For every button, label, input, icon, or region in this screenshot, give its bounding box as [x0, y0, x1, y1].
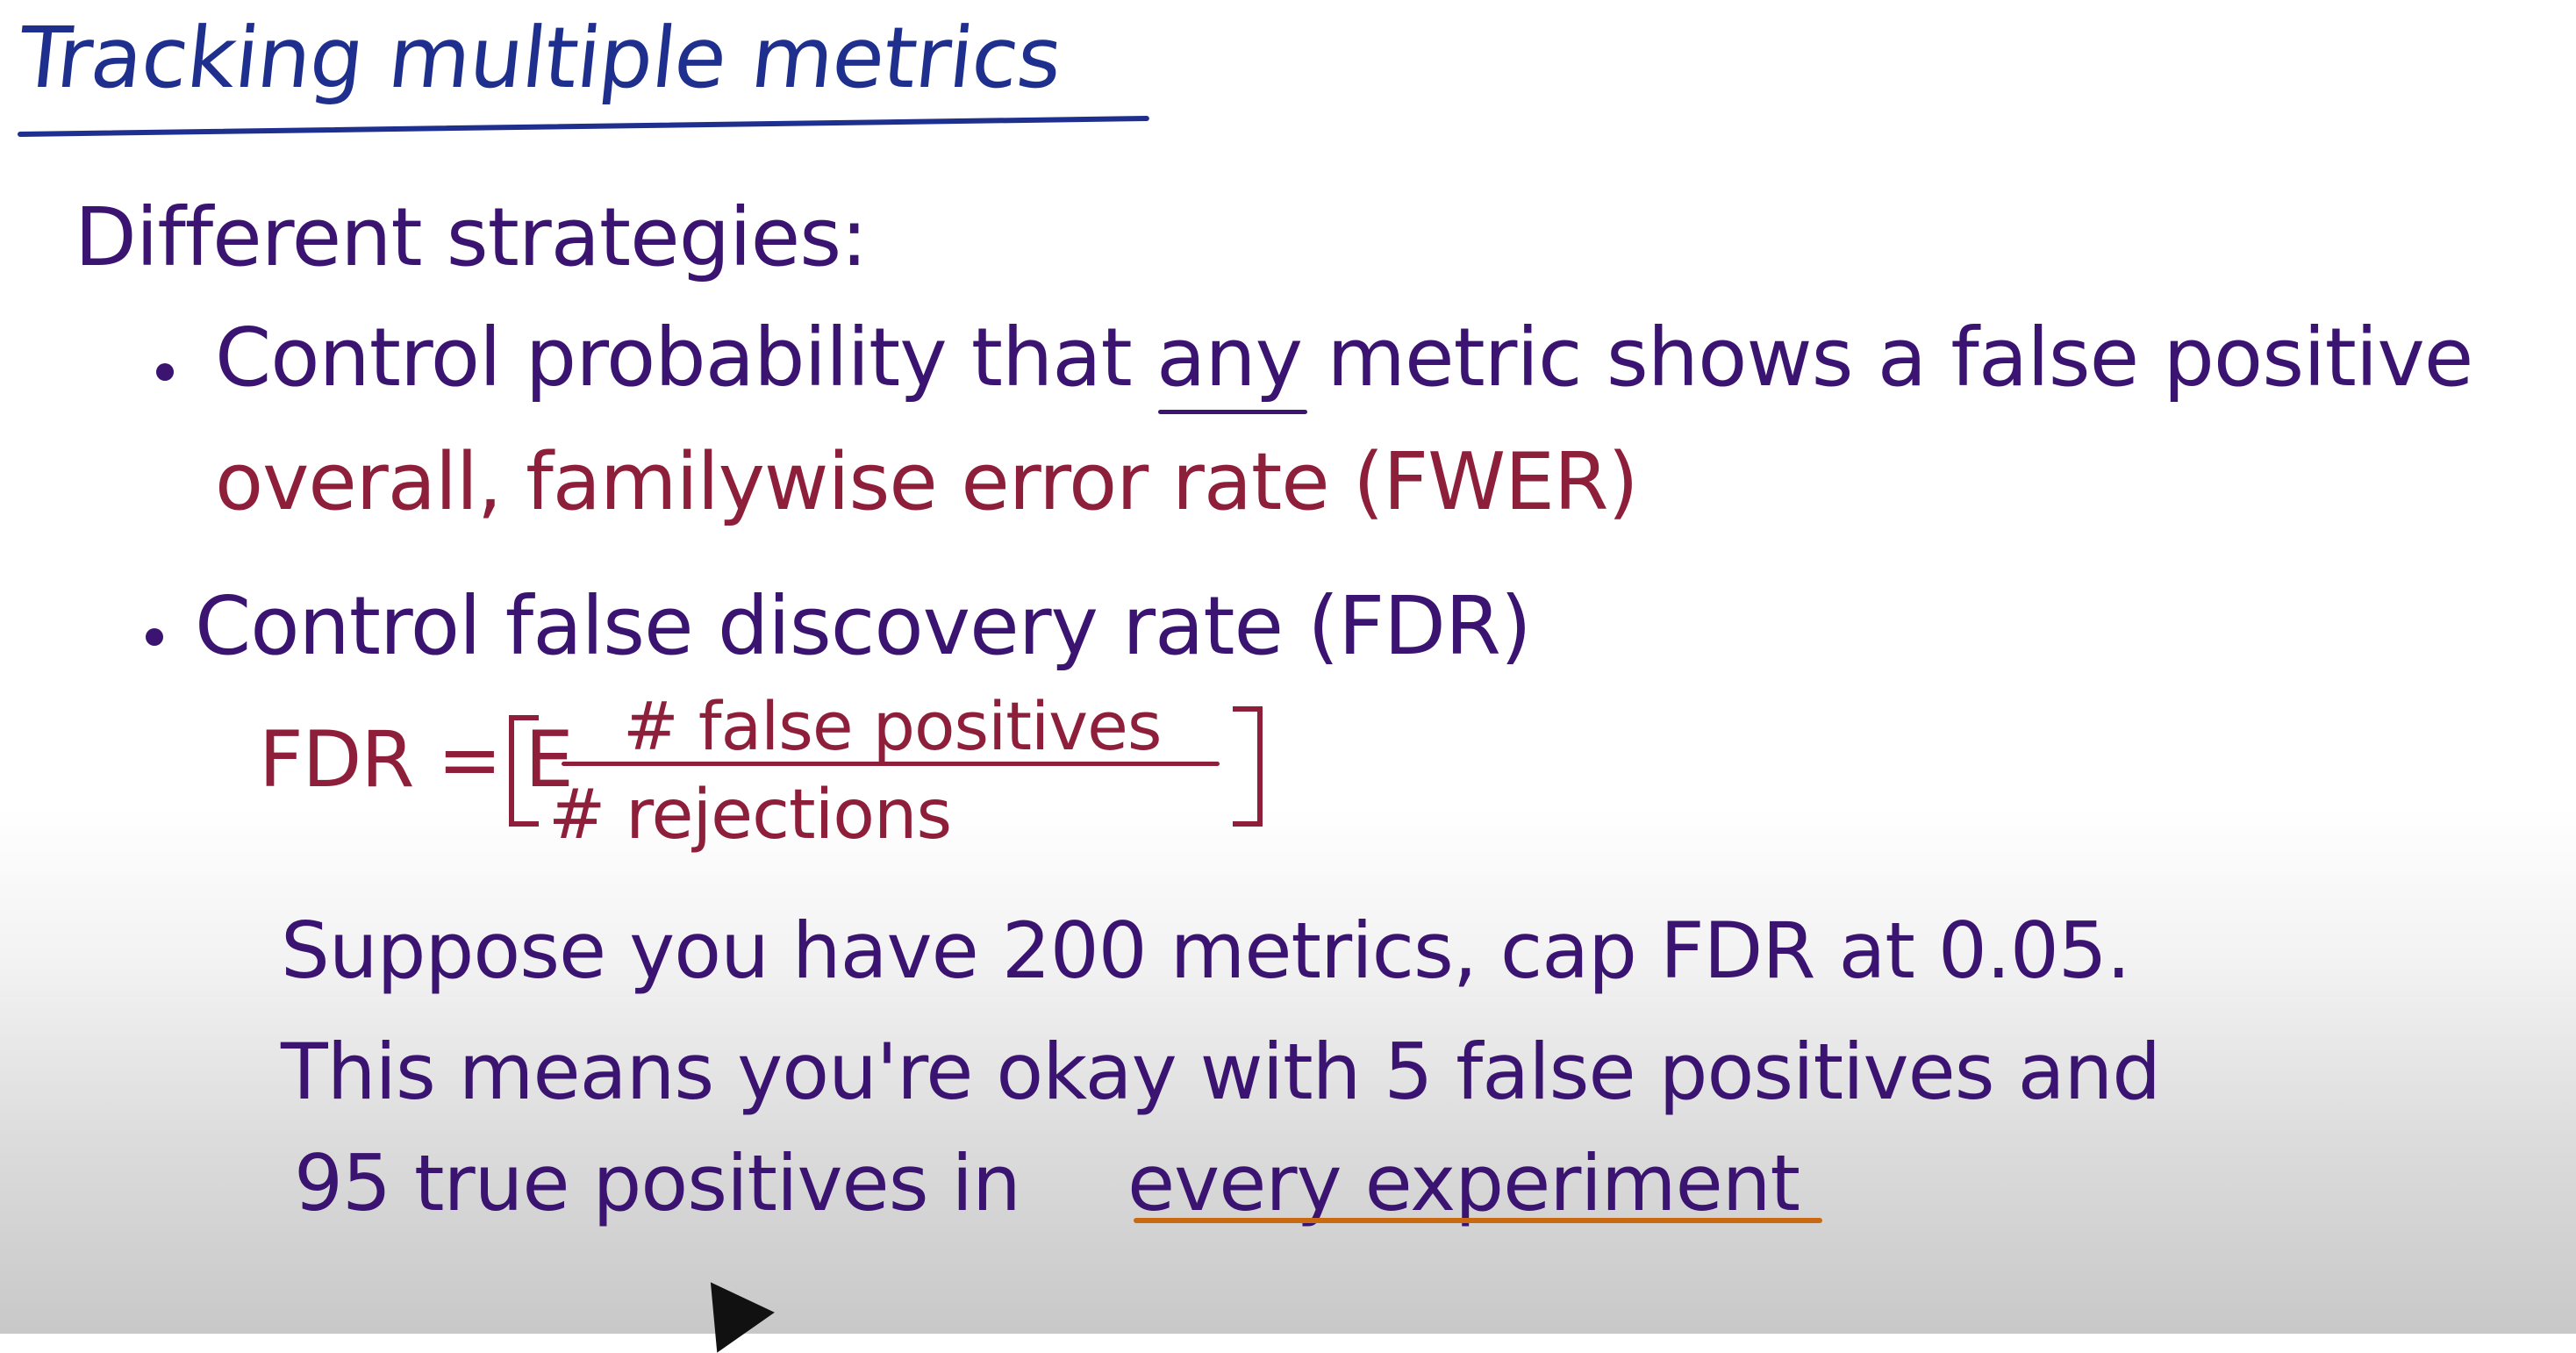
strategies-heading: Different strategies: — [75, 190, 868, 284]
fraction-bar — [562, 762, 1220, 766]
strategy-fdr: Control false discovery rate (FDR) — [195, 579, 1532, 673]
left-bracket-icon — [509, 715, 539, 827]
page-title: Tracking multiple metrics — [14, 9, 1066, 107]
example-emphasis: every experiment — [1127, 1138, 1800, 1228]
formula-lhs: FDR = E — [259, 714, 574, 805]
formula-denominator: # rejections — [548, 776, 952, 855]
formula-numerator: # false positives — [623, 687, 1162, 765]
strategy-fwer-note: overall, familywise error rate (FWER) — [215, 436, 1639, 528]
pen-cursor-icon — [682, 1262, 775, 1353]
emphasis-underline — [1134, 1218, 1822, 1223]
strategy-fwer: Control probability that any metric show… — [215, 311, 2473, 404]
example-line-2: This means you're okay with 5 false posi… — [281, 1027, 2161, 1117]
right-bracket-icon — [1233, 706, 1263, 827]
example-line-1: Suppose you have 200 metrics, cap FDR at… — [281, 906, 2131, 996]
any-underline — [1158, 410, 1307, 414]
title-underline — [17, 115, 1149, 137]
bullet-point-icon — [156, 363, 174, 381]
example-line-3: 95 true positives in — [294, 1138, 1021, 1228]
bullet-point-icon — [146, 628, 163, 646]
